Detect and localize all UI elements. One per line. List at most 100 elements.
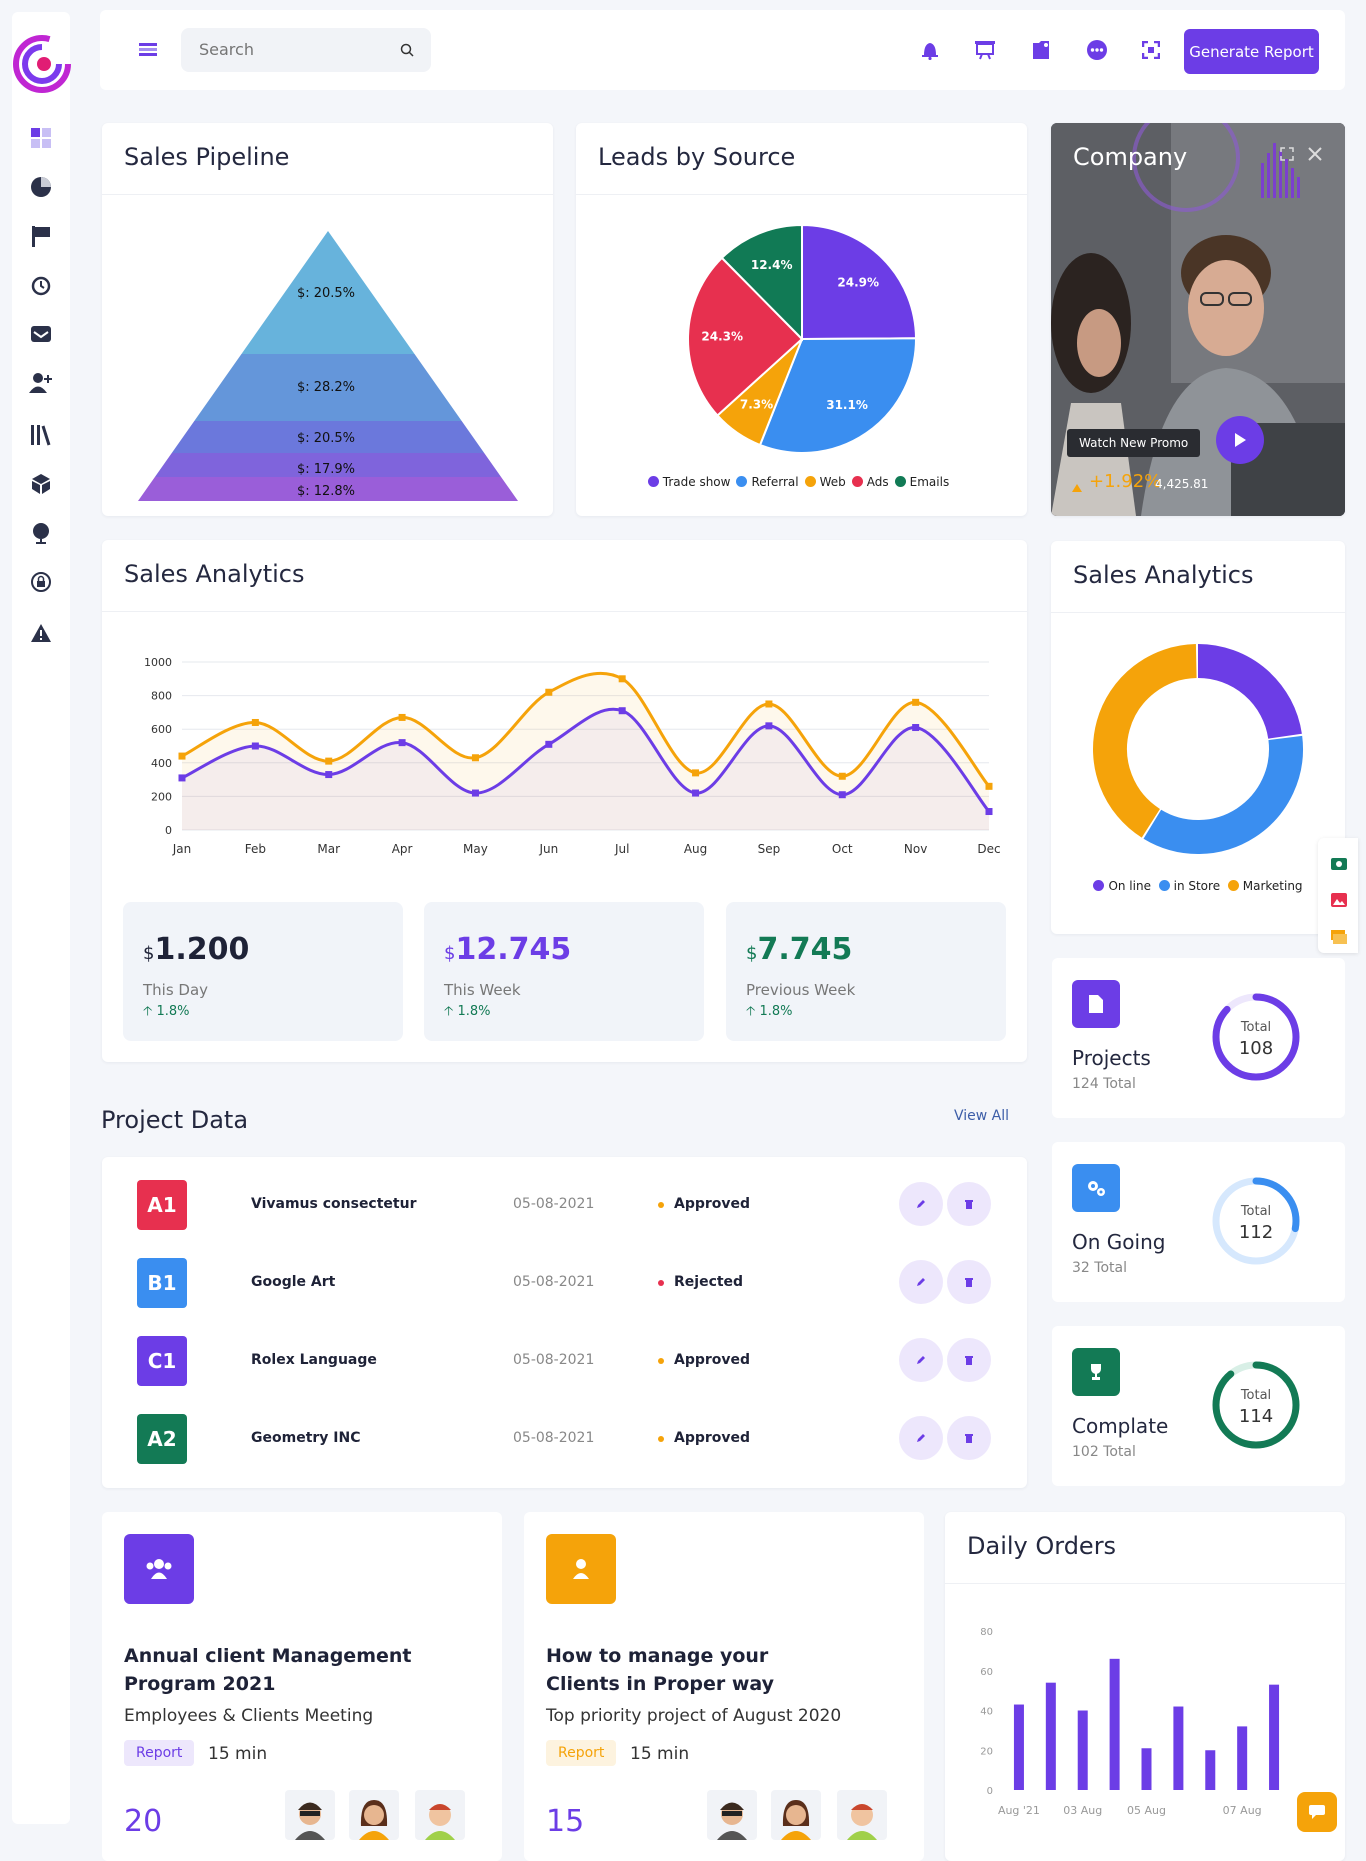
flag-icon[interactable]: [28, 223, 54, 249]
data-point: [692, 769, 700, 777]
delete-button[interactable]: [947, 1182, 991, 1226]
delete-button[interactable]: [947, 1416, 991, 1460]
fullscreen-icon[interactable]: [1139, 38, 1163, 62]
image-icon[interactable]: [1331, 892, 1347, 911]
order-bar: [1205, 1750, 1216, 1790]
project-name: Rolex Language: [251, 1352, 377, 1368]
company-change: +1.92%: [1089, 471, 1162, 492]
message-icon: [1309, 1805, 1325, 1819]
pipeline-level-4: [138, 453, 518, 477]
legend-marketing: Marketing: [1227, 879, 1303, 893]
arrow-up-icon: 🡡: [444, 1004, 454, 1019]
folder-icon[interactable]: [1029, 38, 1053, 62]
edit-button[interactable]: [899, 1338, 943, 1382]
x-tick-label: Dec: [977, 842, 1000, 856]
view-all-link[interactable]: View All: [954, 1108, 1010, 1124]
table-row[interactable]: C1 Rolex Language 05-08-2021 Approved: [102, 1322, 1022, 1400]
pie-label: 7.3%: [740, 398, 773, 412]
table-row[interactable]: A2 Geometry INC 05-08-2021 Approved: [102, 1400, 1022, 1478]
lock-icon[interactable]: [28, 569, 54, 595]
project-date: 05-08-2021: [513, 1352, 595, 1368]
add-user-icon[interactable]: [28, 370, 54, 396]
pie-label: 31.1%: [826, 398, 868, 412]
edit-button[interactable]: [899, 1182, 943, 1226]
report-tag[interactable]: Report: [546, 1740, 617, 1766]
pie-label: 24.3%: [701, 330, 743, 344]
table-row[interactable]: A1 Vivamus consectetur 05-08-2021 Approv…: [102, 1166, 1022, 1244]
search-icon[interactable]: [400, 42, 414, 61]
edit-button[interactable]: [899, 1260, 943, 1304]
search-input[interactable]: [199, 40, 389, 59]
arrow-up-icon: 🡡: [143, 1004, 153, 1019]
company-photo: [1051, 123, 1345, 516]
x-tick-label: Apr: [392, 842, 413, 856]
close-icon[interactable]: [1308, 146, 1322, 165]
app-logo[interactable]: [12, 30, 72, 98]
data-point: [912, 724, 920, 732]
pipeline-label-3: $: 20.5%: [297, 431, 355, 446]
chat-icon[interactable]: [1085, 38, 1109, 62]
pipeline-funnel-chart: $: 20.5% $: 28.2% $: 20.5% $: 17.9% $: 1…: [138, 231, 518, 501]
arrow-up-icon: 🡡: [746, 1004, 756, 1019]
company-title: Company: [1073, 143, 1188, 171]
data-point: [765, 722, 773, 730]
money-icon[interactable]: [1331, 855, 1347, 874]
leads-by-source-card: Leads by Source 24.9% 31.1% 7.3% 24.3% 12.4%…: [576, 123, 1027, 516]
warning-icon[interactable]: [28, 620, 54, 646]
dashboard-icon[interactable]: [28, 125, 54, 151]
stat-value: $12.745: [444, 932, 572, 967]
edit-icon: [917, 1434, 925, 1442]
inbox-icon[interactable]: [28, 321, 54, 347]
leads-title: Leads by Source: [598, 143, 796, 171]
mini-title: On Going: [1072, 1230, 1166, 1254]
project-date: 05-08-2021: [513, 1274, 595, 1290]
pie-slice-0: [801, 223, 918, 341]
info-count: 20: [124, 1804, 163, 1839]
bell-icon[interactable]: [918, 38, 942, 62]
project-status: Approved: [658, 1196, 750, 1212]
library-icon[interactable]: [28, 422, 54, 448]
avatar[interactable]: [771, 1790, 821, 1840]
daily-orders-bar-chart: 0 20 40 60 80 Aug '21 03 Aug 05 Aug 07 Aug: [980, 1627, 1280, 1817]
report-tag[interactable]: Report: [124, 1740, 195, 1766]
x-tick-label: Mar: [317, 842, 340, 856]
watch-promo-label[interactable]: Watch New Promo: [1067, 429, 1201, 457]
delete-button[interactable]: [947, 1260, 991, 1304]
x-tick-label: Feb: [245, 842, 266, 856]
table-row[interactable]: B1 Google Art 05-08-2021 Rejected: [102, 1244, 1022, 1322]
expand-icon[interactable]: [1280, 146, 1294, 165]
cube-icon[interactable]: [28, 471, 54, 497]
chat-fab[interactable]: [1297, 1792, 1337, 1832]
order-bar: [1269, 1684, 1280, 1790]
project-status: Approved: [658, 1352, 750, 1368]
menu-toggle-icon[interactable]: [139, 41, 157, 57]
donut-segment-1: [1143, 735, 1303, 854]
pie-chart-icon[interactable]: [28, 174, 54, 200]
trash-icon: [965, 1355, 973, 1365]
globe-icon[interactable]: [28, 520, 54, 546]
pie-label: 24.9%: [837, 275, 879, 289]
trash-icon: [965, 1277, 973, 1287]
search-box: [181, 28, 431, 72]
edit-button[interactable]: [899, 1416, 943, 1460]
delete-button[interactable]: [947, 1338, 991, 1382]
play-button[interactable]: [1216, 416, 1264, 464]
pie-slice-1: [758, 337, 917, 454]
avatar[interactable]: [837, 1790, 887, 1840]
y-tick-label: 600: [151, 723, 172, 736]
generate-report-button[interactable]: Generate Report: [1184, 29, 1319, 74]
pipeline-label-2: $: 28.2%: [297, 380, 355, 395]
ring-progress: [1212, 1177, 1300, 1265]
mini-title: Complate: [1072, 1414, 1169, 1438]
projector-icon[interactable]: [973, 38, 997, 62]
avatar[interactable]: [415, 1790, 465, 1840]
y-tick-label: 0: [165, 824, 172, 837]
notes-icon[interactable]: [1331, 929, 1347, 948]
avatar[interactable]: [349, 1790, 399, 1840]
avatar[interactable]: [707, 1790, 757, 1840]
alarm-icon[interactable]: [28, 272, 54, 298]
info-duration: 15 min: [208, 1744, 268, 1764]
info-subtitle: Employees & Clients Meeting: [124, 1706, 374, 1726]
avatar[interactable]: [285, 1790, 335, 1840]
data-point: [471, 789, 479, 797]
